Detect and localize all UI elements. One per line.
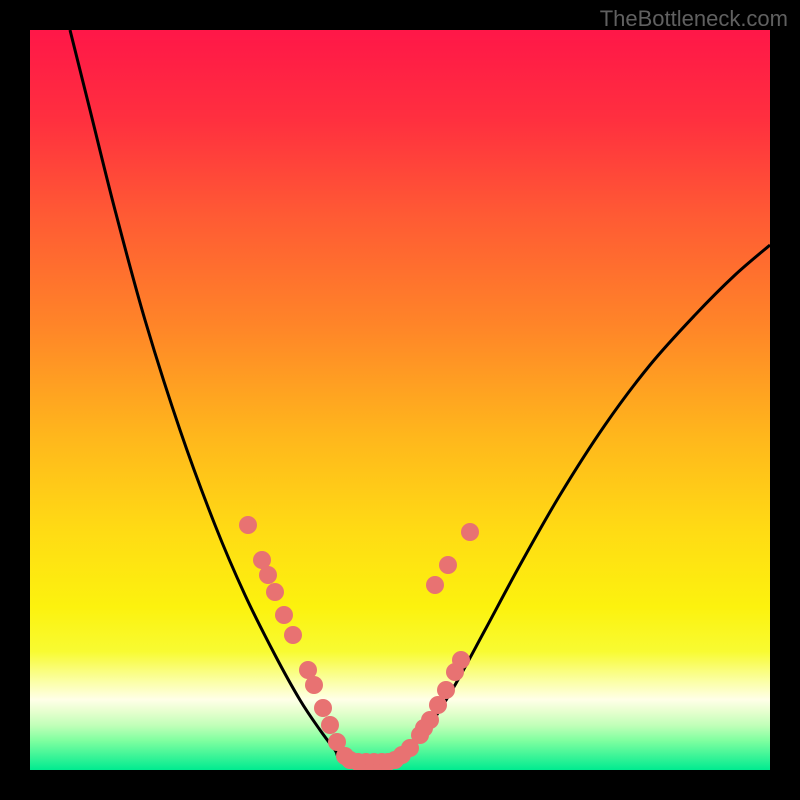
data-markers (239, 516, 479, 770)
data-marker (461, 523, 479, 541)
data-marker (305, 676, 323, 694)
data-marker (321, 716, 339, 734)
data-marker (259, 566, 277, 584)
data-marker (266, 583, 284, 601)
data-marker (284, 626, 302, 644)
plot-area (30, 30, 770, 770)
data-marker (275, 606, 293, 624)
data-marker (239, 516, 257, 534)
data-marker (437, 681, 455, 699)
bottleneck-curve (30, 30, 770, 770)
data-marker (452, 651, 470, 669)
data-marker (426, 576, 444, 594)
watermark-text: TheBottleneck.com (600, 6, 788, 32)
curve-path (70, 30, 770, 764)
data-marker (314, 699, 332, 717)
data-marker (439, 556, 457, 574)
